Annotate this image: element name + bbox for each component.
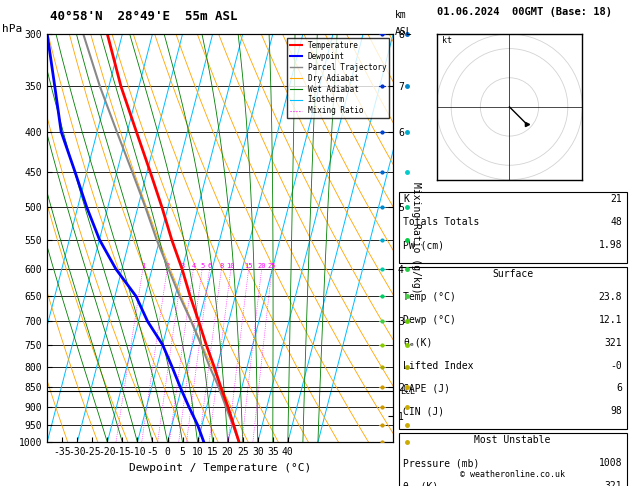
Text: 21: 21 bbox=[610, 194, 622, 205]
Text: K: K bbox=[403, 194, 409, 205]
Y-axis label: Mixing Ratio (g/kg): Mixing Ratio (g/kg) bbox=[411, 182, 421, 294]
Text: 98: 98 bbox=[610, 406, 622, 417]
X-axis label: Dewpoint / Temperature (°C): Dewpoint / Temperature (°C) bbox=[129, 463, 311, 473]
Bar bbox=[399, 192, 626, 263]
Text: CAPE (J): CAPE (J) bbox=[403, 383, 450, 394]
Text: 6: 6 bbox=[616, 383, 622, 394]
Text: CIN (J): CIN (J) bbox=[403, 406, 444, 417]
Text: 6: 6 bbox=[208, 263, 211, 269]
Text: hPa: hPa bbox=[2, 24, 22, 35]
Text: Dewp (°C): Dewp (°C) bbox=[403, 315, 456, 325]
Text: ASL: ASL bbox=[394, 27, 412, 37]
Text: 1008: 1008 bbox=[599, 458, 622, 469]
Text: PW (cm): PW (cm) bbox=[403, 240, 444, 250]
Text: 8: 8 bbox=[220, 263, 223, 269]
Text: 5: 5 bbox=[200, 263, 204, 269]
Text: 3: 3 bbox=[180, 263, 184, 269]
Text: 15: 15 bbox=[245, 263, 253, 269]
Text: 40°58'N  28°49'E  55m ASL: 40°58'N 28°49'E 55m ASL bbox=[50, 10, 238, 23]
Text: © weatheronline.co.uk: © weatheronline.co.uk bbox=[460, 469, 565, 479]
Text: 48: 48 bbox=[610, 217, 622, 227]
Text: 23.8: 23.8 bbox=[599, 292, 622, 302]
Text: 12.1: 12.1 bbox=[599, 315, 622, 325]
Text: Surface: Surface bbox=[492, 269, 533, 279]
Text: 10: 10 bbox=[226, 263, 235, 269]
Text: Totals Totals: Totals Totals bbox=[403, 217, 480, 227]
Text: 321: 321 bbox=[604, 481, 622, 486]
Text: -0: -0 bbox=[610, 361, 622, 371]
Text: LCL: LCL bbox=[400, 387, 415, 396]
Text: 01.06.2024  00GMT (Base: 18): 01.06.2024 00GMT (Base: 18) bbox=[437, 7, 612, 17]
Text: 321: 321 bbox=[604, 338, 622, 348]
Text: Pressure (mb): Pressure (mb) bbox=[403, 458, 480, 469]
Text: Most Unstable: Most Unstable bbox=[474, 435, 551, 446]
Text: 25: 25 bbox=[268, 263, 276, 269]
Text: 2: 2 bbox=[165, 263, 169, 269]
Text: 4: 4 bbox=[191, 263, 196, 269]
Text: 20: 20 bbox=[257, 263, 266, 269]
Text: 1: 1 bbox=[141, 263, 145, 269]
Text: km: km bbox=[394, 10, 406, 20]
Text: θₑ (K): θₑ (K) bbox=[403, 481, 438, 486]
Text: Temp (°C): Temp (°C) bbox=[403, 292, 456, 302]
Text: 1.98: 1.98 bbox=[599, 240, 622, 250]
Text: θₑ(K): θₑ(K) bbox=[403, 338, 433, 348]
Text: Lifted Index: Lifted Index bbox=[403, 361, 474, 371]
Bar bbox=[399, 433, 626, 486]
Bar bbox=[399, 267, 626, 429]
Legend: Temperature, Dewpoint, Parcel Trajectory, Dry Adiabat, Wet Adiabat, Isotherm, Mi: Temperature, Dewpoint, Parcel Trajectory… bbox=[287, 38, 389, 119]
Text: kt: kt bbox=[442, 36, 452, 45]
